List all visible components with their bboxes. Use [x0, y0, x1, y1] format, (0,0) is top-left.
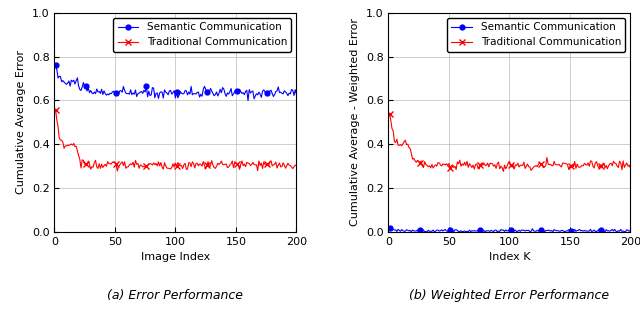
Semantic Communication	[617, 228, 625, 232]
Traditional Communication	[97, 166, 104, 170]
Semantic Communication	[67, 84, 74, 88]
Semantic Communication	[61, 81, 69, 85]
Line: Semantic Communication: Semantic Communication	[53, 63, 299, 103]
Traditional Communication	[117, 161, 125, 165]
Semantic Communication	[609, 227, 616, 231]
Traditional Communication	[607, 161, 615, 165]
Semantic Communication	[387, 226, 395, 230]
Traditional Communication	[400, 140, 408, 144]
Semantic Communication	[401, 229, 409, 233]
Semantic Communication	[433, 228, 440, 232]
Semantic Communication	[397, 229, 404, 233]
Semantic Communication	[282, 90, 289, 94]
Semantic Communication	[452, 228, 460, 232]
Semantic Communication	[52, 63, 60, 67]
Traditional Communication	[282, 166, 289, 170]
Traditional Communication	[396, 144, 403, 147]
Traditional Communication	[61, 144, 69, 148]
Semantic Communication	[292, 92, 300, 96]
Semantic Communication	[97, 91, 104, 95]
Traditional Communication	[273, 166, 281, 170]
Semantic Communication	[244, 99, 252, 103]
Legend: Semantic Communication, Traditional Communication: Semantic Communication, Traditional Comm…	[447, 18, 625, 52]
Traditional Communication	[431, 164, 438, 168]
Semantic Communication	[273, 89, 281, 93]
Traditional Communication	[113, 169, 121, 173]
Traditional Communication	[386, 112, 394, 116]
Traditional Communication	[52, 109, 60, 112]
Line: Semantic Communication: Semantic Communication	[387, 225, 633, 234]
Text: (b) Weighted Error Performance: (b) Weighted Error Performance	[410, 289, 609, 302]
Traditional Communication	[67, 143, 74, 147]
Line: Traditional Communication: Traditional Communication	[52, 107, 300, 174]
Legend: Semantic Communication, Traditional Communication: Semantic Communication, Traditional Comm…	[113, 18, 291, 52]
Traditional Communication	[499, 169, 507, 173]
Semantic Communication	[627, 229, 634, 232]
Semantic Communication	[116, 89, 124, 93]
Semantic Communication	[386, 226, 394, 230]
Text: (a) Error Performance: (a) Error Performance	[108, 289, 243, 302]
Traditional Communication	[450, 166, 458, 169]
Semantic Communication	[408, 230, 415, 234]
X-axis label: Index K: Index K	[489, 252, 530, 262]
Y-axis label: Cumulative Average - Weighted Error: Cumulative Average - Weighted Error	[350, 18, 360, 226]
Line: Traditional Communication: Traditional Communication	[387, 110, 634, 175]
X-axis label: Image Index: Image Index	[141, 252, 210, 262]
Traditional Communication	[292, 164, 300, 167]
Traditional Communication	[627, 166, 634, 170]
Y-axis label: Cumulative Average Error: Cumulative Average Error	[16, 50, 26, 194]
Traditional Communication	[616, 159, 623, 163]
